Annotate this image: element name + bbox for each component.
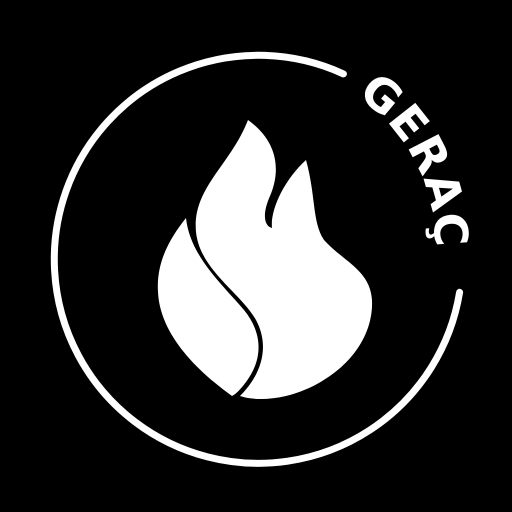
flame-icon [157,120,373,399]
ring-outline [50,51,464,467]
